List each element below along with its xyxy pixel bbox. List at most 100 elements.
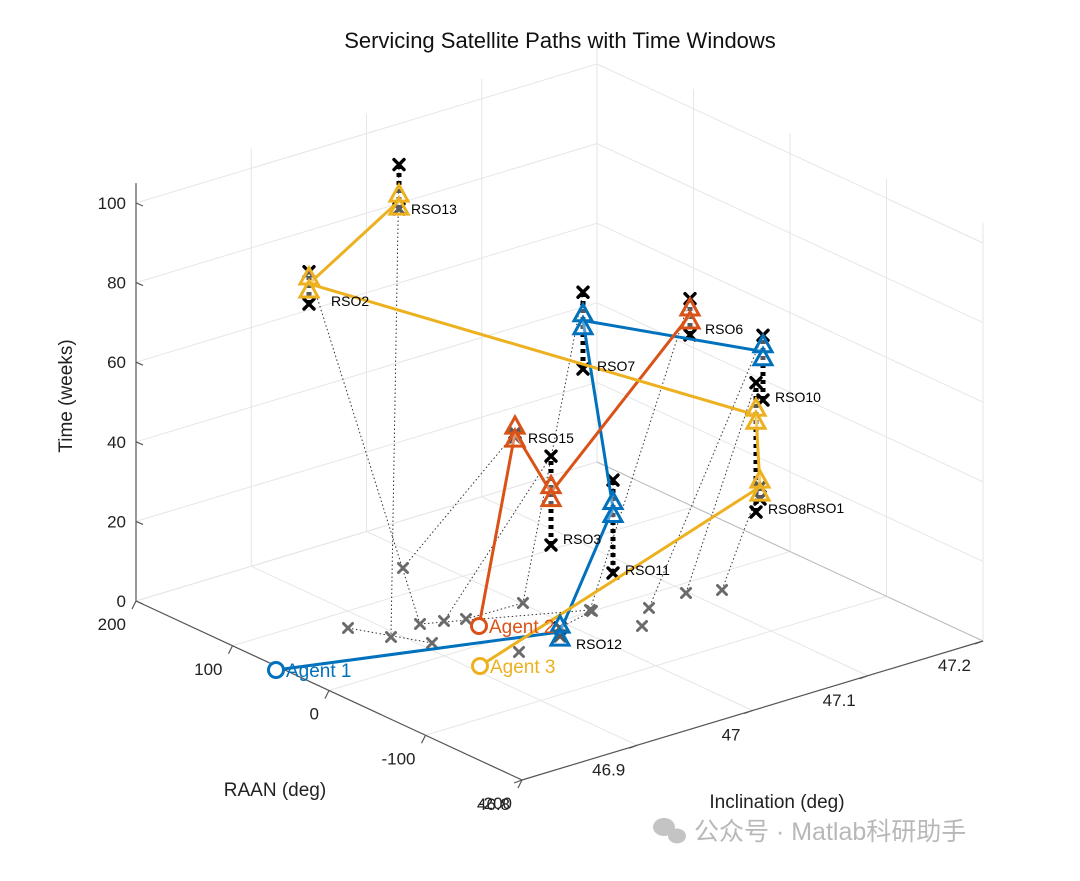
- service-triangle: [571, 314, 595, 336]
- wall-grid-line: [596, 222, 984, 403]
- floor-grid-line: [232, 506, 694, 647]
- ground-marker: [342, 622, 354, 634]
- wall-grid-line: [596, 381, 984, 562]
- service-triangle: [678, 295, 702, 317]
- service-triangle: [539, 486, 563, 508]
- wall-grid-line: [596, 63, 984, 244]
- service-triangle: [387, 181, 411, 203]
- service-triangle: [601, 489, 625, 511]
- tick-labels: 46.8 46.9 47 47.1 47.2 -200 -100 0 100 200 0 20 40 60…: [98, 194, 971, 814]
- projection-leader: [419, 609, 591, 625]
- service-triangle: [751, 332, 775, 354]
- service-triangle: [297, 277, 321, 299]
- z-tick-mark: [135, 520, 144, 525]
- chart-title: Servicing Satellite Paths with Time Wind…: [344, 28, 776, 53]
- y-tick-mark: [420, 734, 427, 744]
- y-tick-mark: [227, 645, 234, 655]
- ground-marker: [397, 562, 409, 574]
- projection-leader: [465, 602, 524, 620]
- rso-label: RSO1: [806, 500, 844, 516]
- projection-leader: [402, 432, 516, 569]
- rso-label: RSO12: [576, 636, 622, 652]
- projection-leader: [522, 292, 584, 604]
- x-tick-label: 47: [722, 726, 741, 745]
- y-tick-label: 0: [310, 705, 319, 724]
- agent-route-line: [477, 313, 692, 627]
- service-triangle: [601, 502, 625, 524]
- z-tick-mark: [135, 282, 144, 287]
- wall-grid-line: [135, 222, 598, 363]
- ground-marker: [716, 584, 728, 596]
- x-tick-label: 47.2: [938, 656, 971, 675]
- projection-leader: [685, 382, 757, 594]
- rso-label: RSO10: [775, 389, 821, 405]
- service-triangle: [744, 395, 768, 417]
- ground-marker: [438, 615, 450, 627]
- agent-label: Agent 2: [489, 617, 555, 638]
- z-tick-label: 0: [117, 592, 126, 611]
- rso-label: RSO7: [597, 358, 635, 374]
- floor-grid-line: [328, 551, 791, 691]
- x-tick-mark: [744, 709, 753, 715]
- rso-label: RSO6: [705, 321, 743, 337]
- service-triangle: [548, 612, 572, 634]
- ground-marker: [385, 631, 397, 643]
- projection-leader: [308, 271, 421, 625]
- z-tick-label: 100: [98, 194, 126, 213]
- wall-grid-line: [596, 143, 984, 324]
- z-tick-label: 40: [107, 433, 126, 452]
- window-end-marker: [749, 376, 763, 390]
- x-tick-mark: [629, 744, 638, 749]
- rso-label: RSO3: [563, 531, 601, 547]
- window-start-marker: [544, 538, 558, 552]
- ground-marker: [636, 620, 648, 632]
- service-triangle: [539, 473, 563, 495]
- ground-marker: [460, 613, 472, 625]
- z-axis-label: Time (weeks): [56, 339, 77, 452]
- projection-leader: [589, 298, 691, 611]
- ground-marker: [414, 618, 426, 630]
- rso-label: RSO2: [331, 293, 369, 309]
- y-tick-mark: [131, 600, 137, 610]
- projection-leader: [443, 455, 552, 622]
- ground-marker: [513, 646, 525, 658]
- service-triangle: [548, 625, 572, 647]
- y-tick-mark: [517, 779, 523, 789]
- watermark-text: 公众号 · Matlab科研助手: [694, 818, 966, 846]
- service-triangle: [751, 345, 775, 367]
- x-tick-mark: [859, 675, 868, 680]
- ground-marker: [680, 587, 692, 599]
- service-triangle: [571, 301, 595, 323]
- service-triangle: [297, 264, 321, 286]
- x-tick-label: 46.8: [477, 795, 510, 814]
- service-triangle: [503, 413, 527, 435]
- window-start-marker: [302, 297, 316, 311]
- y-tick-mark: [324, 690, 330, 699]
- wechat-icon: [653, 818, 686, 844]
- rso-label: RSO8: [768, 501, 806, 517]
- ground-marker: [426, 637, 438, 649]
- service-triangle: [748, 467, 772, 489]
- z-tick-mark: [135, 441, 144, 446]
- axes-box: [131, 183, 984, 789]
- window-start-marker: [606, 566, 620, 580]
- z-tick-label: 20: [107, 512, 126, 531]
- rso-labels: RSO1 RSO2 RSO3 RSO6 RSO7 RSO8 RSO10 RSO11 RSO12 R…: [331, 201, 844, 652]
- service-triangle: [503, 426, 527, 448]
- window-end-marker: [392, 157, 406, 172]
- service-triangle: [744, 408, 768, 430]
- ground-marker: [643, 602, 655, 614]
- x-tick-mark: [974, 640, 984, 645]
- y-tick-label: -100: [381, 749, 415, 768]
- wall-grid-line: [135, 381, 598, 522]
- service-markers: Agent 1 Agent 2 Agent 3: [267, 181, 775, 682]
- ground-marker: [586, 605, 598, 617]
- rso-label: RSO15: [528, 430, 574, 446]
- z-tick-mark: [135, 361, 144, 366]
- z-tick-mark: [135, 202, 144, 207]
- z-tick-label: 60: [107, 353, 126, 372]
- wall-grid-line: [135, 63, 598, 204]
- agent-start-circle: [471, 657, 489, 675]
